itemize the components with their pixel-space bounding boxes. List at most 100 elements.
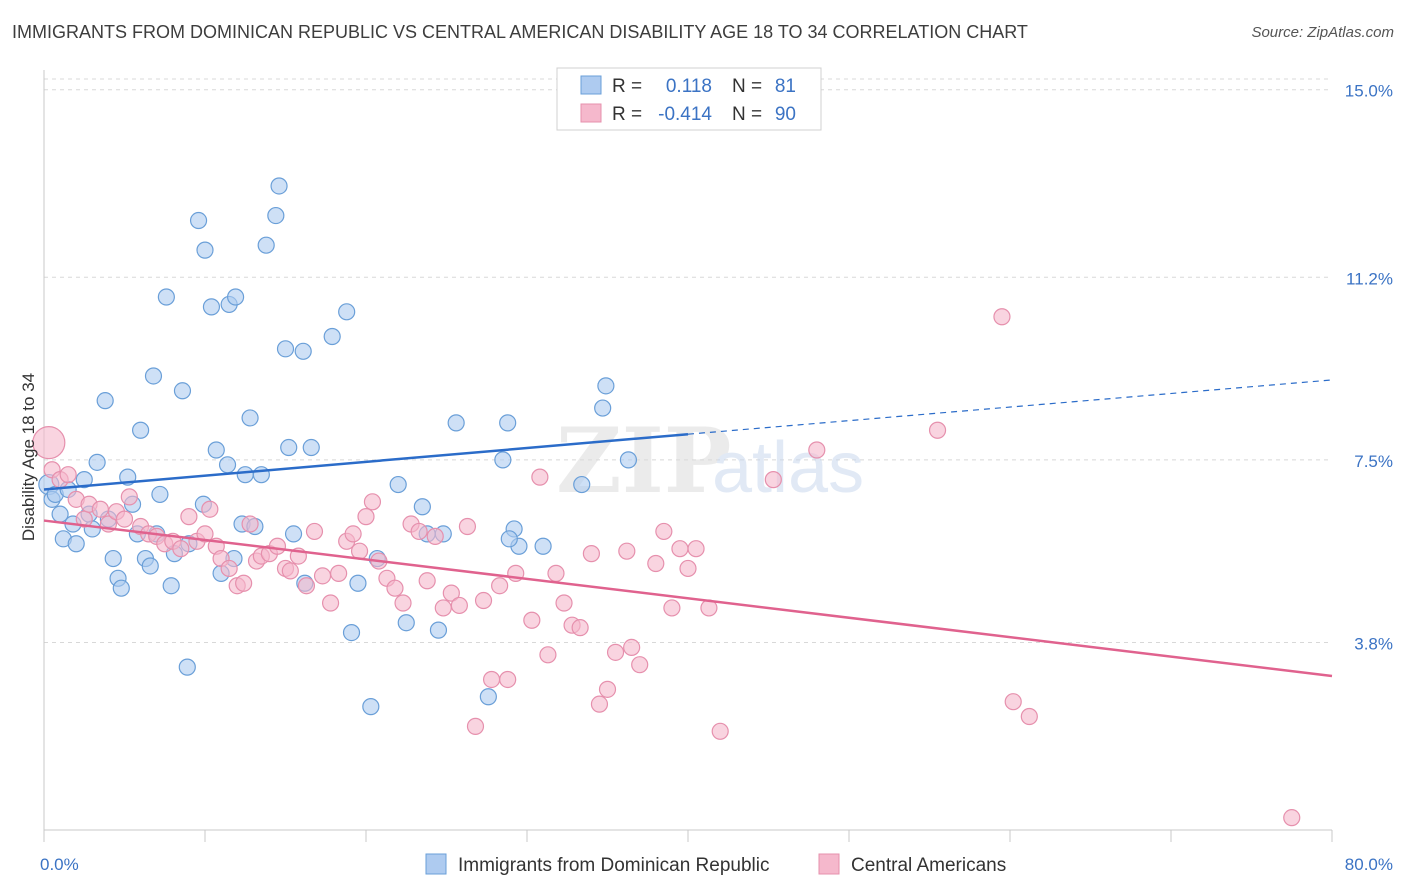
blue-point	[362, 698, 380, 716]
blue-point	[112, 579, 130, 597]
series-legend-label-pink: Central Americans	[851, 855, 1006, 876]
blue-point	[479, 688, 497, 706]
pink-trend-line	[43, 519, 1333, 678]
pink-point	[434, 599, 452, 617]
pink-point	[172, 540, 190, 558]
blue-point	[67, 535, 85, 553]
blue-point	[104, 549, 122, 568]
pink-point	[623, 638, 641, 657]
pink-point	[523, 611, 541, 629]
pink-point	[606, 643, 625, 661]
blue-point	[397, 614, 415, 632]
pink-point	[241, 515, 259, 533]
blue-point	[447, 414, 465, 432]
pink-point	[297, 577, 316, 595]
pink-point	[313, 567, 332, 585]
correlation-legend: R = 0.118 N = 81 R = -0.414 N = 90	[556, 67, 822, 131]
pink-point	[321, 594, 340, 612]
pink-point	[928, 421, 947, 439]
legend-r-label-2: R =	[612, 104, 642, 125]
legend-n-value-1: 81	[775, 76, 796, 97]
series-legend-swatch-blue	[425, 853, 447, 875]
blue-point	[534, 537, 552, 555]
pink-point	[1004, 693, 1022, 711]
blue-point	[218, 456, 237, 474]
legend-n-label-2: N =	[732, 104, 762, 125]
blue-point	[144, 367, 163, 385]
blue-point	[267, 206, 285, 225]
blue-trend-extension	[687, 379, 1333, 435]
pink-point	[764, 471, 782, 489]
blue-point	[96, 392, 114, 410]
pink-point	[442, 584, 460, 602]
pink-point	[410, 522, 428, 541]
blue-point	[132, 421, 150, 439]
blue-point	[429, 621, 448, 639]
legend-n-label-1: N =	[732, 76, 762, 97]
pink-point	[220, 559, 238, 578]
blue-point	[349, 574, 367, 592]
blue-point	[178, 658, 196, 676]
pink-point	[394, 594, 412, 612]
blue-point	[151, 485, 169, 504]
pink-point	[474, 591, 493, 610]
pink-point	[330, 564, 348, 582]
watermark: ZIP atlas	[556, 408, 864, 514]
legend-swatch-pink	[580, 103, 602, 123]
x-tick-label: 80.0%	[1345, 855, 1393, 874]
blue-point	[280, 438, 298, 457]
pink-point	[631, 656, 649, 674]
chart-title: IMMIGRANTS FROM DOMINICAN REPUBLIC VS CE…	[12, 22, 1028, 42]
pink-point	[679, 559, 697, 578]
pink-point	[418, 572, 436, 590]
blue-point	[338, 303, 356, 321]
blue-point	[323, 327, 341, 346]
blue-point	[619, 451, 638, 469]
y-tick-label: 11.2%	[1346, 269, 1393, 288]
blue-point	[389, 475, 407, 494]
blue-point	[413, 498, 431, 516]
y-axis-title: Disability Age 18 to 34	[19, 373, 38, 541]
blue-point	[494, 451, 512, 469]
pink-point	[993, 308, 1011, 326]
blue-point	[573, 475, 591, 494]
blue-point	[241, 409, 259, 427]
pink-point	[663, 599, 681, 617]
pink-point	[458, 517, 477, 536]
watermark-atlas: atlas	[712, 428, 864, 508]
pink-point	[357, 508, 375, 526]
blue-point	[270, 177, 288, 195]
blue-point	[252, 466, 270, 484]
x-tick-label: 0.0%	[40, 855, 79, 874]
pink-point	[687, 540, 705, 558]
blue-point	[141, 557, 159, 575]
blue-point	[499, 414, 517, 432]
series-legend-swatch-pink	[818, 853, 840, 875]
blue-point	[157, 288, 175, 306]
pink-point	[647, 554, 665, 573]
blue-point	[500, 530, 518, 548]
legend-r-value-1: 0.118	[666, 76, 712, 97]
blue-point	[294, 342, 312, 360]
pink-point	[305, 522, 324, 541]
pink-point	[32, 425, 66, 460]
blue-point	[196, 241, 214, 259]
series-legend: Immigrants from Dominican Republic Centr…	[425, 853, 1006, 876]
blue-point	[189, 211, 208, 230]
pink-point	[590, 695, 609, 713]
blue-point	[75, 471, 93, 489]
pink-point	[281, 562, 299, 580]
blue-point	[207, 441, 225, 459]
legend-r-value-2: -0.414	[658, 104, 712, 125]
pink-point	[582, 545, 601, 563]
pink-point	[655, 522, 673, 541]
legend-r-label-1: R =	[612, 76, 642, 97]
blue-point	[257, 236, 275, 254]
watermark-zip: ZIP	[556, 408, 731, 514]
legend-swatch-blue	[580, 75, 602, 95]
pink-point	[499, 670, 517, 689]
source-label: Source: ZipAtlas.com	[1251, 24, 1394, 41]
blue-point	[597, 377, 615, 395]
pink-point	[120, 488, 138, 506]
